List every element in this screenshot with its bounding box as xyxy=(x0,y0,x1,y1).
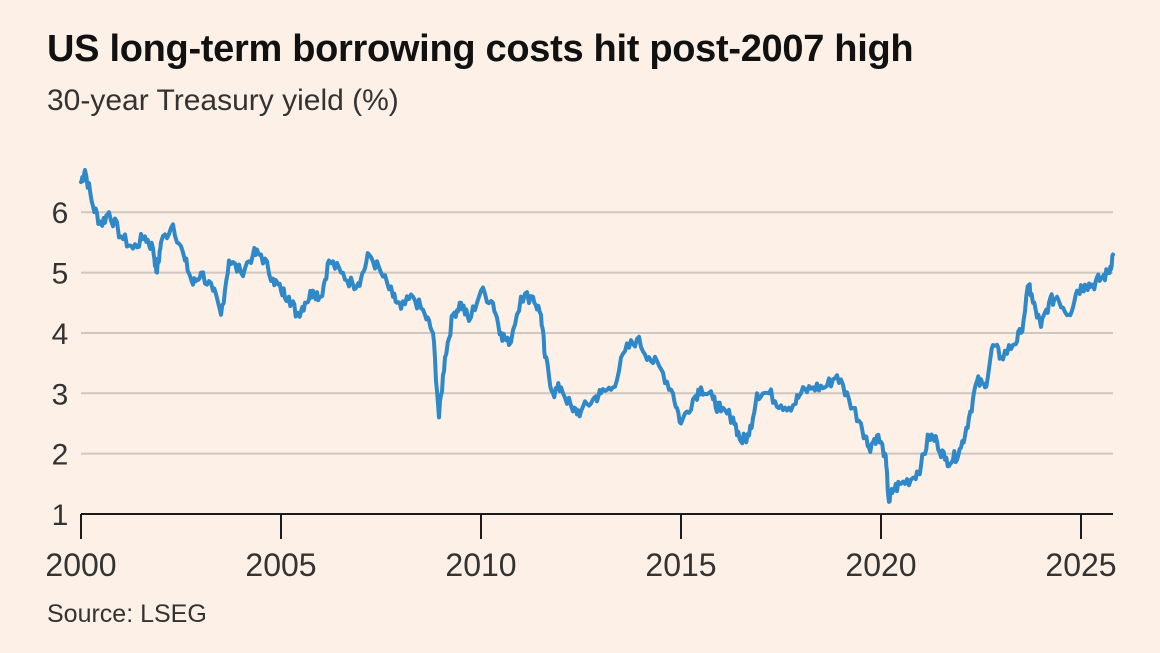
y-tick-label-2: 2 xyxy=(52,439,69,472)
x-tick-label-2015: 2015 xyxy=(645,547,716,583)
grid-lines xyxy=(81,211,1113,455)
chart-subtitle: 30-year Treasury yield (%) xyxy=(47,84,399,117)
y-tick-label-1: 1 xyxy=(52,499,69,532)
x-tick-label-2005: 2005 xyxy=(245,547,316,583)
y-tick-label-6: 6 xyxy=(52,197,69,230)
y-tick-label-3: 3 xyxy=(52,378,69,411)
chart-title: US long-term borrowing costs hit post-20… xyxy=(47,28,914,70)
x-axis xyxy=(80,513,1113,539)
x-tick-label-2000: 2000 xyxy=(45,547,116,583)
x-tick-label-2010: 2010 xyxy=(445,547,516,583)
y-tick-label-5: 5 xyxy=(52,258,69,291)
x-tick-label-2025: 2025 xyxy=(1045,547,1116,583)
x-tick-label-2020: 2020 xyxy=(845,547,916,583)
source-note: Source: LSEG xyxy=(47,600,207,628)
series-lines xyxy=(79,168,1115,504)
series-line-0 xyxy=(79,168,1115,504)
y-tick-labels: 1 2 3 4 5 6 xyxy=(52,197,69,532)
x-tick-labels: 2000 2005 2010 2015 2020 2025 xyxy=(45,547,1116,583)
y-tick-label-4: 4 xyxy=(52,318,69,351)
